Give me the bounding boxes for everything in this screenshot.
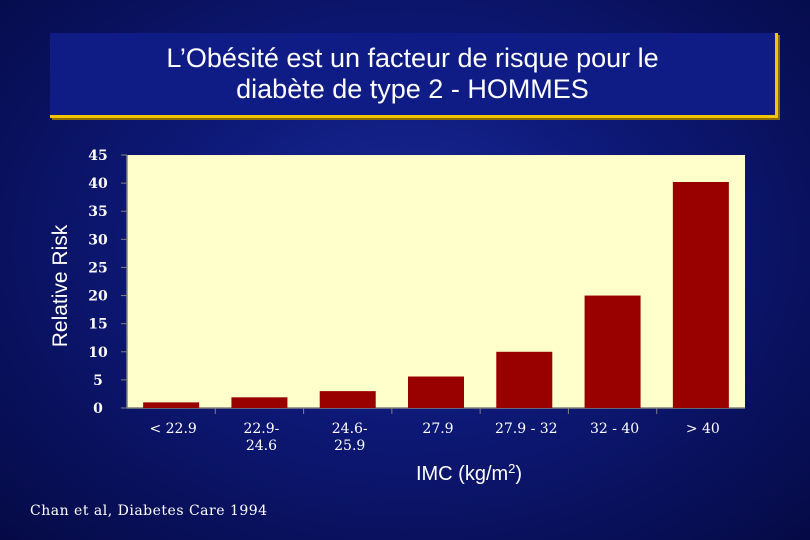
y-tick-label: 5: [93, 373, 103, 389]
y-tick-label: 20: [88, 289, 108, 305]
title-line-1: L’Obésité est un facteur de risque pour …: [166, 43, 659, 73]
x-tick-label: 25.9: [334, 438, 365, 454]
bar: [584, 295, 641, 408]
x-tick-label: 32 - 40: [590, 421, 639, 437]
y-axis-title: Relative Risk: [49, 224, 72, 347]
y-tick-label: 30: [88, 232, 108, 248]
x-tick-label: 24.6: [246, 438, 277, 454]
bar: [143, 402, 200, 408]
bar: [672, 181, 729, 408]
y-tick-label: 35: [88, 204, 107, 220]
y-tick-label: 40: [88, 176, 108, 192]
bar: [408, 376, 464, 408]
y-tick-label: 10: [88, 345, 108, 361]
bar: [319, 391, 376, 408]
x-tick-label: 27.9: [422, 421, 453, 437]
x-axis-title: IMC (kg/m2): [416, 461, 522, 486]
bar: [496, 351, 553, 408]
x-tick-label: < 22.9: [149, 421, 196, 437]
x-tick-label: > 40: [686, 421, 720, 437]
x-tick-label: 27.9 - 32: [495, 421, 558, 437]
plot-area: [127, 155, 745, 408]
y-tick-label: 15: [88, 317, 107, 333]
x-tick-label: 22.9-: [243, 421, 279, 437]
title-line-2: diabète de type 2 - HOMMES: [236, 74, 589, 104]
bar: [231, 397, 288, 408]
source-citation: Chan et al, Diabetes Care 1994: [30, 503, 268, 519]
title-box: L’Obésité est un facteur de risque pour …: [50, 33, 778, 118]
x-tick-label: 24.6-: [332, 421, 368, 437]
y-tick-label: 25: [88, 260, 107, 276]
y-tick-label: 0: [93, 401, 103, 417]
y-tick-label: 45: [88, 148, 107, 164]
